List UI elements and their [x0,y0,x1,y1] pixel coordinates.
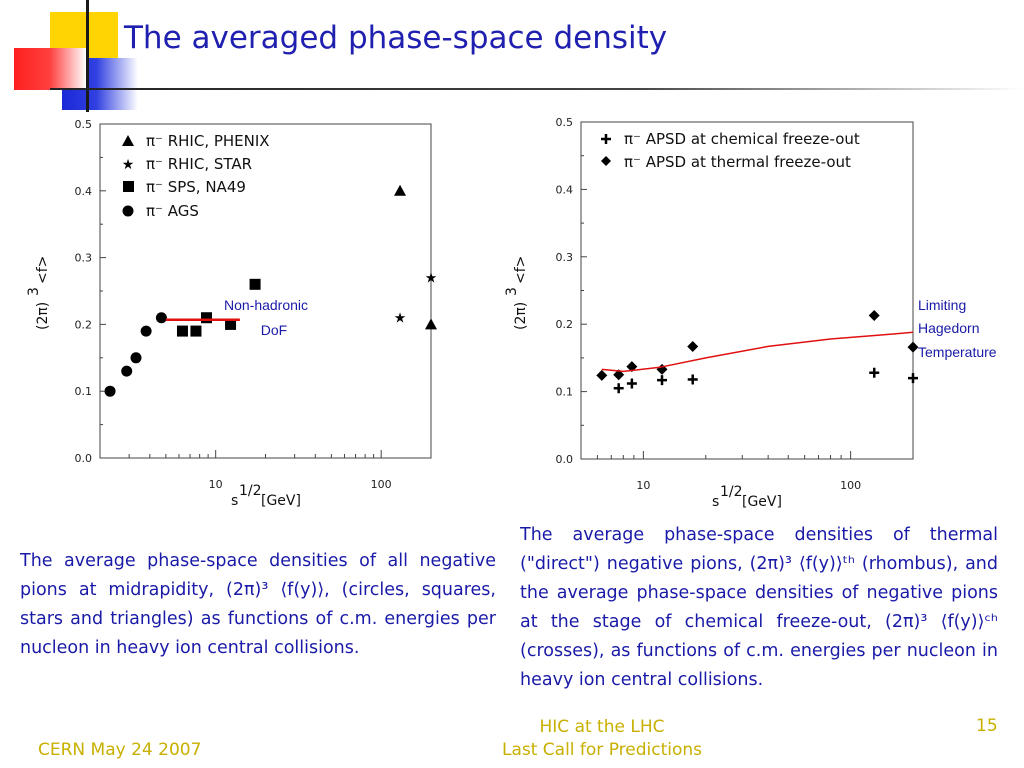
data-point-square [249,278,261,290]
data-point-plus [613,383,624,394]
data-point-square [200,312,212,324]
legend-label: π⁻ RHIC, STAR [146,155,252,173]
data-point-diamond [596,369,608,381]
data-point-diamond [907,341,919,353]
annotation-line3: Temperature [918,344,997,360]
svg-text:[GeV]: [GeV] [742,494,782,510]
chart-left: 0.0 0.1 0.2 0.3 0.4 0.5 10 100 ★ ★ π⁻ RHIC, PHEN… [26,118,437,509]
data-point-star: ★ [425,271,438,287]
legend-label: π⁻ RHIC, PHENIX [146,132,270,150]
y-tick-label: 0.5 [556,116,574,129]
legend-label: π⁻ AGS [146,202,199,220]
data-point-triangle [425,318,437,330]
footer-center-line1: HIC at the LHC [539,717,665,737]
page-title: The averaged phase-space density [124,20,668,56]
legend: π⁻ RHIC, PHENIX ★ π⁻ RHIC, STAR π⁻ SPS, … [122,132,270,220]
y-tick-label: 0.2 [556,318,574,331]
y-tick-label: 0.4 [75,185,93,198]
y-tick-label: 0.4 [556,183,574,196]
data-point-circle [140,325,152,337]
y-tick-label: 0.5 [75,118,93,131]
data-point-plus [869,367,880,378]
footer-center: HIC at the LHC Last Call for Predictions [497,716,707,762]
x-tick-label: 10 [209,478,223,491]
legend-marker-square [123,181,134,192]
data-point-diamond [687,340,699,352]
data-point-square [225,318,237,330]
data-point-plus [626,378,637,389]
y-axis-label: (2π) 3 <f> [504,256,529,330]
data-point-plus [908,373,918,384]
legend-marker-star: ★ [122,157,135,173]
x-tick-label: 100 [840,479,861,492]
y-tick-label: 0.0 [556,453,574,466]
y-tick-label: 0.1 [556,386,574,399]
legend-marker-plus [601,134,611,144]
annotation-line2: Hagedorn [918,320,980,336]
data-point-triangle [394,184,407,196]
x-tick-label: 100 [371,478,392,491]
data-point-square [176,325,188,337]
data-point-square [190,325,202,337]
data-point-plus [657,375,668,386]
y-axis-label: (2π) 3 <f> [26,256,51,330]
plot-frame [99,123,432,459]
svg-text:3: 3 [504,287,520,296]
data-point-star: ★ [394,311,407,327]
chart-right: 0.0 0.1 0.2 0.3 0.4 0.5 10 100 π⁻ APSD at chemi… [504,116,919,510]
svg-text:<f>: <f> [513,256,529,284]
annotation-line1: Non-hadronic [224,297,308,313]
x-axis-label: s 1/2 [GeV] [712,484,782,510]
annotation-line2: DoF [261,322,287,338]
caption-left: The average phase-space densities of all… [20,551,496,658]
svg-text:3: 3 [26,287,42,296]
x-tick-label: 10 [636,479,650,492]
legend-marker-circle [122,205,134,217]
y-tick-label: 0.1 [75,385,93,398]
y-tick-label: 0.3 [75,252,93,265]
svg-text:(2π): (2π) [513,302,529,330]
legend-label: π⁻ APSD at thermal freeze-out [624,153,851,171]
data-point-circle [121,365,133,377]
svg-text:1/2: 1/2 [239,483,262,499]
plot-frame [580,121,914,460]
data-point-plus [687,374,698,385]
footer-date: CERN May 24 2007 [38,740,202,760]
y-tick-label: 0.0 [75,452,93,465]
svg-text:<f>: <f> [35,256,51,284]
footer-center-line2: Last Call for Predictions [501,740,703,760]
svg-text:s: s [231,493,238,509]
data-point-circle [104,385,116,397]
page-number: 15 [976,716,998,736]
y-tick-label: 0.3 [556,251,574,264]
data-point-diamond [868,309,880,321]
x-axis-label: s 1/2 [GeV] [231,483,301,509]
data-point-diamond [613,369,625,381]
legend-label: π⁻ APSD at chemical freeze-out [624,130,860,148]
deco-vertical-line [86,0,89,112]
legend: π⁻ APSD at chemical freeze-out π⁻ APSD a… [601,130,860,171]
svg-text:[GeV]: [GeV] [261,493,301,509]
svg-text:1/2: 1/2 [720,484,743,500]
legend-marker-triangle [122,135,134,146]
trend-line [601,331,914,373]
y-tick-label: 0.2 [75,318,93,331]
data-point-circle [130,352,142,364]
title-rule [50,88,1024,90]
legend-label: π⁻ SPS, NA49 [146,178,246,196]
legend-marker-diamond [601,156,611,166]
caption-right: The average phase-space densities of the… [520,525,998,690]
annotation-line1: Limiting [918,297,966,313]
deco-red-square [14,48,86,90]
data-point-circle [155,312,167,324]
svg-text:(2π): (2π) [35,302,51,330]
svg-text:s: s [712,494,719,510]
